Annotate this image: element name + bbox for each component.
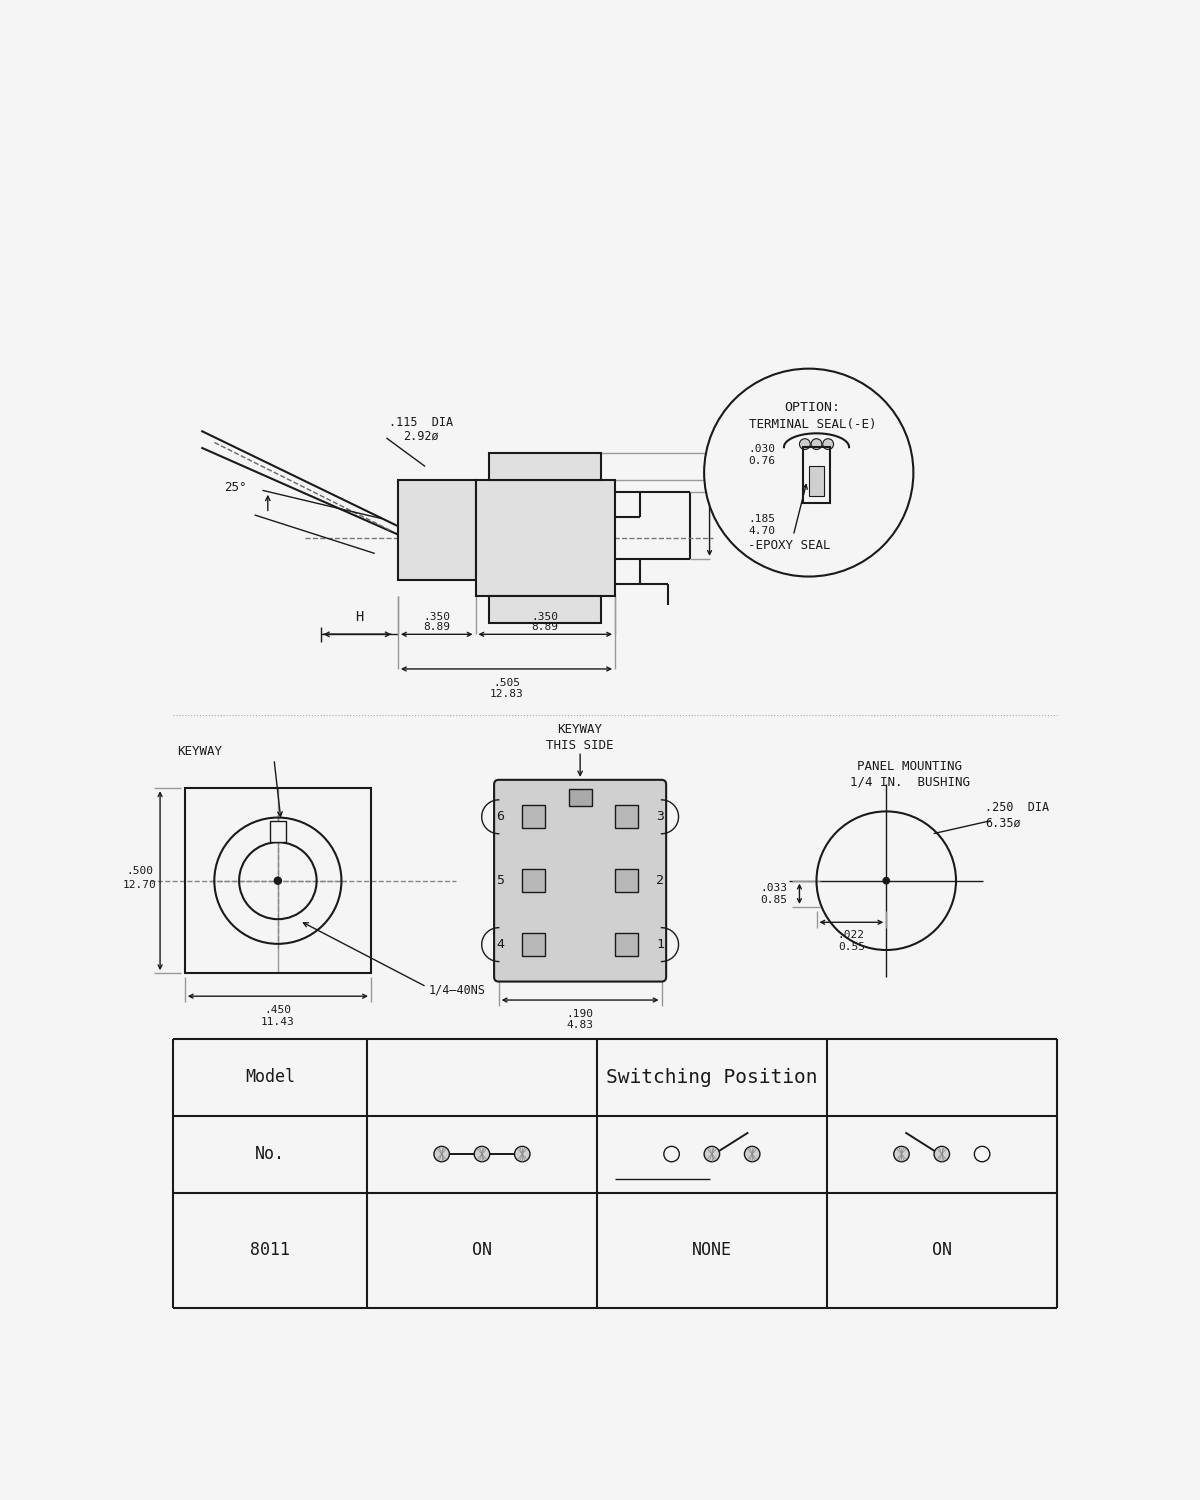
Bar xyxy=(270,821,286,842)
Text: No.: No. xyxy=(256,1144,286,1162)
Text: 6: 6 xyxy=(496,810,504,824)
Circle shape xyxy=(474,1146,490,1161)
Text: THIS SIDE: THIS SIDE xyxy=(546,740,614,753)
Text: 8.89: 8.89 xyxy=(424,622,450,633)
Text: .500: .500 xyxy=(126,865,154,876)
Circle shape xyxy=(823,438,834,450)
Text: 0.85: 0.85 xyxy=(761,896,787,904)
Bar xyxy=(522,868,545,892)
Circle shape xyxy=(515,1146,530,1161)
Text: .022: .022 xyxy=(838,930,865,939)
Text: ON: ON xyxy=(472,1242,492,1260)
Bar xyxy=(490,453,601,480)
Bar xyxy=(490,596,601,622)
Circle shape xyxy=(934,1146,949,1161)
Text: 2.92ø: 2.92ø xyxy=(403,429,439,442)
Bar xyxy=(616,933,638,956)
Bar xyxy=(569,789,592,806)
Text: Model: Model xyxy=(245,1068,295,1086)
Text: .030: .030 xyxy=(749,444,775,454)
Text: 12.83: 12.83 xyxy=(490,688,523,699)
Text: 11.43: 11.43 xyxy=(262,1017,295,1026)
Text: 12.70: 12.70 xyxy=(124,879,157,890)
Bar xyxy=(616,868,638,892)
Text: OPTION:: OPTION: xyxy=(785,400,841,414)
Text: 0.76: 0.76 xyxy=(749,456,775,466)
Text: 4.70: 4.70 xyxy=(749,525,775,536)
Text: ON: ON xyxy=(931,1242,952,1260)
Text: KEYWAY: KEYWAY xyxy=(558,723,602,735)
Text: KEYWAY: KEYWAY xyxy=(178,746,222,758)
Text: -EPOXY SEAL: -EPOXY SEAL xyxy=(748,540,830,552)
Text: NONE: NONE xyxy=(692,1242,732,1260)
Text: 5: 5 xyxy=(496,874,504,886)
Text: 2: 2 xyxy=(656,874,664,886)
Text: 4: 4 xyxy=(496,938,504,951)
Text: 4.83: 4.83 xyxy=(566,1020,594,1031)
Text: 1/4 IN.  BUSHING: 1/4 IN. BUSHING xyxy=(850,776,970,789)
Bar xyxy=(522,933,545,956)
Text: PANEL MOUNTING: PANEL MOUNTING xyxy=(857,760,962,772)
Circle shape xyxy=(704,369,913,576)
FancyBboxPatch shape xyxy=(494,780,666,981)
Text: 6.35ø: 6.35ø xyxy=(985,816,1021,830)
Bar xyxy=(475,480,616,596)
Bar xyxy=(398,480,475,580)
Text: 1: 1 xyxy=(656,938,664,951)
Text: TERMINAL SEAL(-E): TERMINAL SEAL(-E) xyxy=(749,419,876,432)
Text: .450: .450 xyxy=(264,1005,292,1016)
Circle shape xyxy=(811,438,822,450)
Text: 3: 3 xyxy=(656,810,664,824)
Circle shape xyxy=(882,878,890,885)
Text: 1/4—40NS: 1/4—40NS xyxy=(430,984,486,996)
Text: .350: .350 xyxy=(532,612,559,622)
Bar xyxy=(185,789,371,974)
Circle shape xyxy=(434,1146,450,1161)
Circle shape xyxy=(799,438,810,450)
Text: .190: .190 xyxy=(566,1010,594,1019)
Text: .185: .185 xyxy=(749,514,775,523)
Text: .033: .033 xyxy=(761,882,787,892)
Text: .505: .505 xyxy=(493,678,520,688)
Text: 8.89: 8.89 xyxy=(532,622,559,633)
Text: .350: .350 xyxy=(424,612,450,622)
Circle shape xyxy=(744,1146,760,1161)
Text: H: H xyxy=(355,610,364,624)
Text: 8011: 8011 xyxy=(250,1242,290,1260)
Text: Switching Position: Switching Position xyxy=(606,1068,817,1086)
Bar xyxy=(522,806,545,828)
Text: .250  DIA: .250 DIA xyxy=(985,801,1050,814)
Bar xyxy=(809,466,824,495)
Text: 25°: 25° xyxy=(224,482,246,495)
Text: .115  DIA: .115 DIA xyxy=(389,416,454,429)
Bar xyxy=(616,806,638,828)
Text: 0.55: 0.55 xyxy=(838,942,865,952)
Bar xyxy=(803,447,830,504)
Circle shape xyxy=(894,1146,910,1161)
Circle shape xyxy=(274,876,282,885)
Circle shape xyxy=(704,1146,720,1161)
